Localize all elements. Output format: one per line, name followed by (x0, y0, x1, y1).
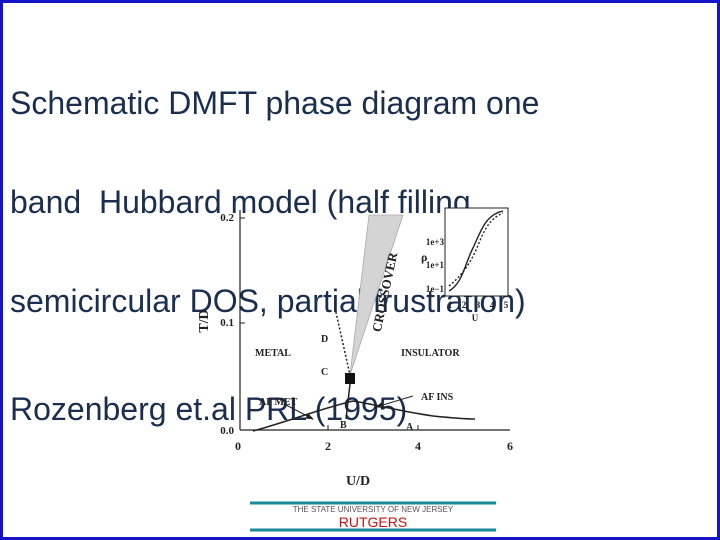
inset-y-tick: 1e+3 (426, 237, 445, 247)
university-name: RUTGERS (339, 514, 407, 530)
inset-x-label: U (472, 313, 479, 323)
inset-x-tick: 1 (448, 300, 453, 310)
region-label: METAL (255, 348, 291, 359)
title: Schematic DMFT phase diagram one band Hu… (10, 21, 539, 492)
title-line: Schematic DMFT phase diagram one (10, 85, 540, 121)
point-label: D (321, 334, 328, 345)
region-label: AF MET (259, 397, 298, 408)
title-line: band Hubbard model (half filling, (10, 184, 480, 220)
x-axis-label: U/D (346, 474, 370, 489)
inset-y-tick: 1e−1 (426, 284, 445, 294)
x-tick-label: 0 (235, 439, 241, 453)
inset-curve (448, 210, 504, 292)
y-tick-label: 0.0 (220, 425, 234, 437)
figure: CROSSOVER 0.2 0.1 0.0 0 2 4 6 T/D U/D ME… (197, 207, 513, 532)
y-tick-label: 0.2 (220, 212, 234, 224)
arrow (285, 404, 314, 420)
x-tick-label: 4 (415, 439, 421, 453)
coexistence-line (334, 307, 351, 376)
inset-box (444, 207, 509, 297)
inset-y-label: ρ (421, 250, 427, 264)
region-label: AF INS (421, 392, 454, 403)
phase-line (345, 383, 351, 420)
point-label: B (340, 420, 347, 431)
inset-curve (448, 212, 504, 287)
crossover-region (349, 214, 404, 376)
critical-point (345, 373, 355, 384)
region-label: INSULATOR (401, 348, 460, 359)
y-axis-label: T/D (197, 309, 212, 332)
inset-y-tick: 1e+1 (426, 260, 445, 270)
x-tick-label: 2 (325, 439, 331, 453)
y-tick-label: 0.1 (220, 317, 234, 329)
university: THE STATE UNIVERSITY OF NEW JERSEY (293, 505, 454, 514)
inset-x-tick: 5 (504, 300, 509, 310)
point-label: A (406, 422, 414, 433)
x-tick-label: 6 (507, 439, 513, 453)
inset-x-tick: 4 (490, 300, 495, 310)
point-label: C (321, 367, 328, 378)
inset-x-tick: 2 (462, 300, 467, 310)
arrow (375, 395, 414, 408)
inset-x-tick: 3 (476, 300, 481, 310)
title-line: Rozenberg et.al PRL (1995) (10, 391, 408, 427)
